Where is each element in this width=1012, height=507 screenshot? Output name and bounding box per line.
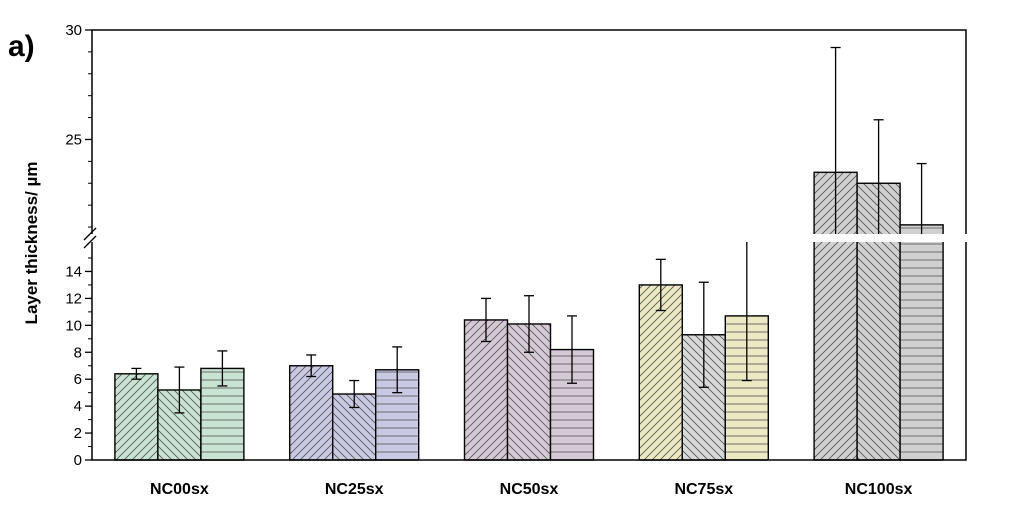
y-tick-label: 25 [65, 131, 82, 148]
y-tick-label: 12 [65, 290, 82, 307]
bar-NC00sx-s1 [114, 373, 159, 461]
bar-NC75sx-s1 [638, 284, 683, 461]
x-tick-label: NC50sx [500, 481, 559, 498]
axis-break-mark [83, 227, 97, 241]
y-tick-label: 2 [74, 425, 82, 442]
y-tick-label: 10 [65, 317, 82, 334]
x-axis-labels: NC00sx NC25sx NC50sx NC75sx NC100sx [150, 481, 912, 498]
y-axis-title: Layer thickness/ µm [22, 162, 41, 325]
bar-NC100sx-s3 [899, 224, 944, 461]
axis-break-mark [83, 235, 97, 249]
x-tick-label: NC100sx [845, 481, 913, 498]
y-tick-label: 0 [74, 452, 82, 469]
panel-label: a) [8, 30, 35, 63]
y-tick-label: 14 [65, 263, 82, 280]
y-axis: 0 2 4 6 8 10 12 14 25 30 [65, 22, 972, 469]
y-tick-label: 6 [74, 371, 82, 388]
bar-NC25sx-s1 [289, 365, 334, 461]
y-tick-label: 8 [74, 344, 82, 361]
x-tick-label: NC00sx [150, 481, 209, 498]
y-tick-label: 30 [65, 22, 82, 39]
axis-break-gap [86, 234, 972, 242]
x-tick-label: NC25sx [325, 481, 384, 498]
y-tick-label: 4 [74, 398, 82, 415]
x-tick-label: NC75sx [674, 481, 733, 498]
plot-frame [91, 29, 967, 461]
